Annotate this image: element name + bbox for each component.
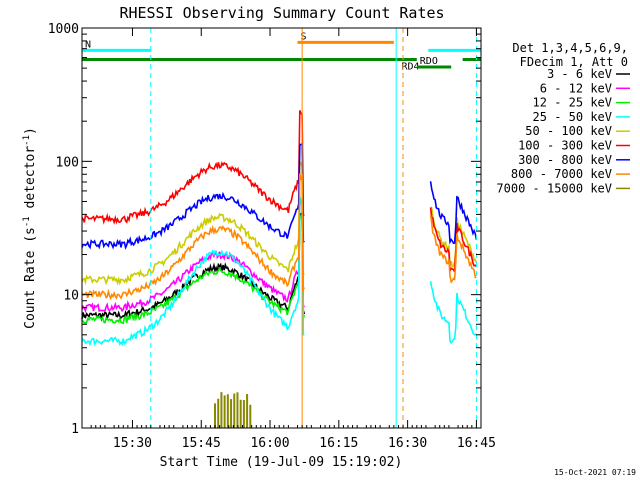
axes: 15:30 15:45 16:00 16:15 16:30 16:45 1 10 100 1000 (48, 22, 496, 451)
y-tick-label-0: 1 (71, 422, 79, 437)
series-1 (81, 199, 305, 314)
series-line-pre-2 (81, 213, 306, 325)
y-axis-label-sup2: -1 (22, 135, 32, 146)
flag-label-n: N (85, 39, 91, 50)
flag-label-rdo: RDO (420, 56, 438, 67)
legend-label-5: 100 - 300 keV (518, 139, 612, 153)
x-tick-label-1: 15:45 (182, 436, 221, 451)
flag-label-s: S (301, 31, 307, 42)
flag-label-rd4: RD4 (401, 62, 419, 73)
x-tick-label-0: 15:30 (113, 436, 152, 451)
y-tick-label-3: 1000 (48, 22, 79, 37)
legend-label-2: 12 - 25 keV (533, 96, 612, 110)
series-line-pre-5 (81, 110, 305, 225)
plot-frame (81, 27, 482, 429)
legend-header-line-2: FDecim 1, Att 0 (520, 55, 628, 69)
legend-label-1: 6 - 12 keV (540, 81, 612, 95)
series-line-pre-0 (81, 212, 306, 322)
x-tick-label-4: 16:30 (388, 436, 427, 451)
x-tick-label-2: 16:00 (250, 436, 289, 451)
x-tick-label-3: 16:15 (319, 436, 358, 451)
series-line-post-3 (429, 281, 477, 345)
legend-label-8: 7000 - 15000 keV (496, 181, 612, 195)
series-line-post-6 (429, 181, 478, 245)
y-axis-label-main: Count Rate (s (23, 227, 38, 329)
y-axis-label-mid: detector (23, 146, 38, 217)
legend-label-3: 25 - 50 keV (533, 110, 612, 124)
series-4 (81, 161, 478, 286)
series-line-pre-1 (81, 199, 305, 314)
series-line-post-5 (429, 207, 478, 274)
x-tick-label-5: 16:45 (457, 436, 496, 451)
series-line-pre-7 (81, 173, 306, 301)
legend-label-4: 50 - 100 keV (525, 124, 612, 138)
legend-label-0: 3 - 6 keV (547, 67, 612, 81)
y-axis-label-sup1: -1 (22, 216, 32, 227)
legend-label-6: 300 - 800 keV (518, 153, 612, 167)
timestamp: 15-Oct-2021 07:19 (554, 468, 636, 477)
series-5 (81, 110, 478, 274)
legend-header-line-1: Det 1,3,4,5,6,9, (512, 41, 628, 55)
y-axis-label: Count Rate (s-1 detector-1) (22, 127, 38, 329)
y-tick-label-1: 10 (63, 289, 79, 304)
y-tick-label-2: 100 (56, 155, 79, 170)
legend: Det 1,3,4,5,6,9, FDecim 1, Att 0 3 - 6 k… (496, 41, 630, 195)
series-3 (81, 196, 477, 347)
legend-label-7: 800 - 7000 keV (511, 167, 612, 181)
series-line-pre-6 (81, 143, 305, 250)
series-line-post-7 (429, 214, 477, 284)
x-axis-label: Start Time (19-Jul-09 15:19:02) (160, 455, 403, 470)
y-axis-label-end: ) (23, 127, 38, 135)
series-7 (81, 173, 477, 301)
series-line-post-4 (430, 206, 478, 268)
series-line-pre-4 (81, 161, 305, 286)
series-0 (81, 212, 306, 322)
series-8 (214, 392, 252, 428)
series-6 (81, 143, 478, 250)
chart-title: RHESSI Observing Summary Count Rates (119, 4, 444, 22)
series-line-pre-3 (81, 196, 305, 347)
series-2 (81, 213, 306, 325)
